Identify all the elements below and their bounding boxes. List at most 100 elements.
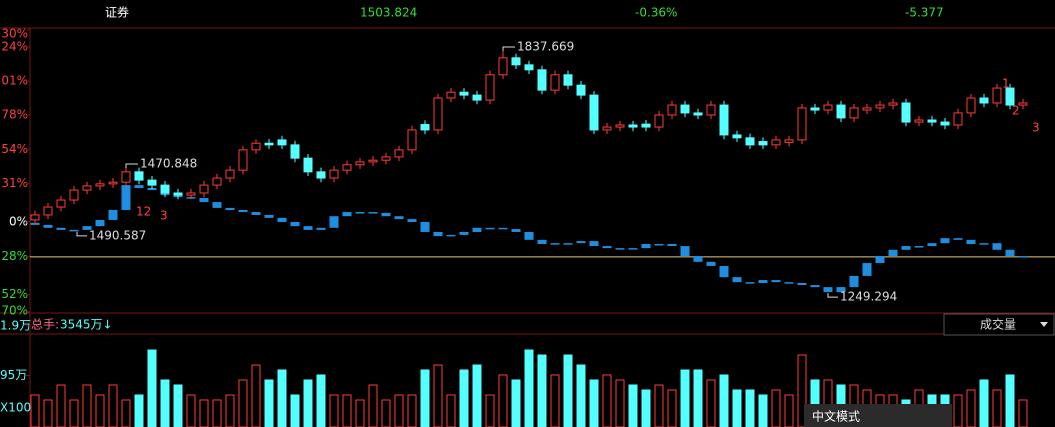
candle-body bbox=[303, 157, 313, 173]
volume-tick-label: 95万 bbox=[0, 368, 27, 382]
volume-bar bbox=[563, 354, 573, 427]
compare-candle-body bbox=[56, 227, 66, 230]
compare-candle-body bbox=[420, 222, 430, 232]
annotation: 1490.587 bbox=[89, 228, 146, 242]
volume-bar bbox=[82, 384, 92, 427]
volume-bar bbox=[667, 389, 677, 427]
candle-body bbox=[433, 97, 443, 131]
annotation-pointer bbox=[502, 46, 515, 52]
volume-bar bbox=[407, 394, 417, 427]
volume-bar bbox=[797, 354, 807, 427]
candle-body bbox=[589, 94, 599, 131]
volume-bar bbox=[498, 374, 508, 427]
volume-selector[interactable] bbox=[943, 313, 1055, 336]
volume-selector-label[interactable]: 成交量 bbox=[980, 317, 1016, 332]
compare-candle-body bbox=[238, 209, 248, 213]
y-tick-label: 31% bbox=[1, 176, 28, 190]
compare-candle-body bbox=[901, 246, 911, 250]
candle-body bbox=[108, 181, 118, 185]
volume-bar bbox=[277, 369, 287, 427]
volume-bar bbox=[719, 374, 729, 427]
volume-bar bbox=[316, 374, 326, 427]
compare-candle-body bbox=[706, 261, 716, 266]
compare-candle-body bbox=[823, 287, 833, 293]
candle-body bbox=[498, 57, 508, 76]
volume-bar bbox=[160, 379, 170, 427]
compare-candle-body bbox=[914, 246, 924, 248]
candle-body bbox=[966, 97, 976, 114]
candle-body bbox=[810, 107, 820, 111]
candle-body bbox=[121, 171, 131, 183]
candle-body bbox=[862, 107, 872, 111]
candle-body bbox=[537, 69, 547, 91]
volume-bar bbox=[342, 394, 352, 427]
compare-candle-body bbox=[511, 229, 521, 232]
volume-bar bbox=[420, 369, 430, 427]
candle-body bbox=[160, 184, 170, 194]
annotation: 2 bbox=[1012, 104, 1020, 118]
volume-bar bbox=[30, 394, 40, 427]
compare-candle-body bbox=[888, 249, 898, 257]
volume-bar bbox=[303, 379, 313, 427]
volume-bar bbox=[784, 394, 794, 427]
dropdown-arrow[interactable] bbox=[1040, 322, 1048, 327]
compare-candle-body bbox=[849, 275, 859, 288]
compare-candle-body bbox=[433, 231, 443, 237]
compare-candle-body bbox=[550, 243, 560, 245]
compare-candle-body bbox=[810, 285, 820, 288]
candle-body bbox=[342, 164, 352, 171]
compare-candle-body bbox=[381, 212, 391, 217]
compare-candle-body bbox=[43, 224, 53, 228]
compare-candle-body bbox=[342, 212, 352, 217]
volume-bar bbox=[745, 389, 755, 427]
candle-body bbox=[1018, 102, 1028, 106]
compare-candle-body bbox=[303, 226, 313, 230]
compare-candle-body bbox=[602, 246, 612, 249]
y-tick-label: 54% bbox=[1, 142, 28, 156]
candle-body bbox=[758, 141, 768, 146]
volume-bar bbox=[576, 364, 586, 427]
compare-candle-body bbox=[992, 243, 1002, 250]
candle-body bbox=[771, 139, 781, 146]
y-tick-label: 30% bbox=[1, 27, 28, 41]
candle-body bbox=[186, 192, 196, 196]
compare-candle-body bbox=[394, 216, 404, 220]
compare-candle-body bbox=[719, 265, 729, 278]
change-pct: -0.36% bbox=[635, 6, 677, 20]
candle-body bbox=[251, 142, 261, 151]
volume-bar bbox=[368, 384, 378, 427]
volume-total: 3545万↓ bbox=[60, 318, 113, 332]
compare-candle-body bbox=[537, 239, 547, 244]
volume-bar bbox=[69, 399, 79, 427]
candle-body bbox=[173, 192, 183, 196]
volume-bar bbox=[199, 399, 209, 427]
compare-candle-body bbox=[225, 207, 235, 210]
candle-body bbox=[576, 84, 586, 96]
candle-body bbox=[420, 124, 430, 131]
compare-candle-body bbox=[485, 227, 495, 230]
volume-bar bbox=[121, 399, 131, 427]
candle-body bbox=[147, 179, 157, 186]
compare-candle-body bbox=[758, 280, 768, 283]
candle-body bbox=[615, 124, 625, 128]
candle-body bbox=[472, 94, 482, 101]
candle-body bbox=[56, 199, 66, 208]
candle-body bbox=[641, 123, 651, 128]
volume-bar bbox=[979, 379, 989, 427]
y-tick-label: 52% bbox=[1, 287, 28, 301]
candle-body bbox=[875, 104, 885, 109]
compare-candle-body bbox=[615, 248, 625, 250]
compare-candle-body bbox=[589, 241, 599, 247]
volume-bar bbox=[459, 369, 469, 427]
compare-candle-body bbox=[966, 239, 976, 244]
candle-body bbox=[888, 102, 898, 106]
compare-candle-body bbox=[108, 209, 118, 220]
candle-body bbox=[82, 185, 92, 191]
ime-box bbox=[804, 404, 952, 427]
ime-label: 中文模式 bbox=[812, 409, 860, 424]
compare-candle-body bbox=[641, 243, 651, 249]
compare-candle-body bbox=[732, 277, 742, 283]
volume-bar bbox=[186, 394, 196, 427]
candle-body bbox=[1005, 87, 1015, 106]
volume-bar bbox=[173, 384, 183, 427]
